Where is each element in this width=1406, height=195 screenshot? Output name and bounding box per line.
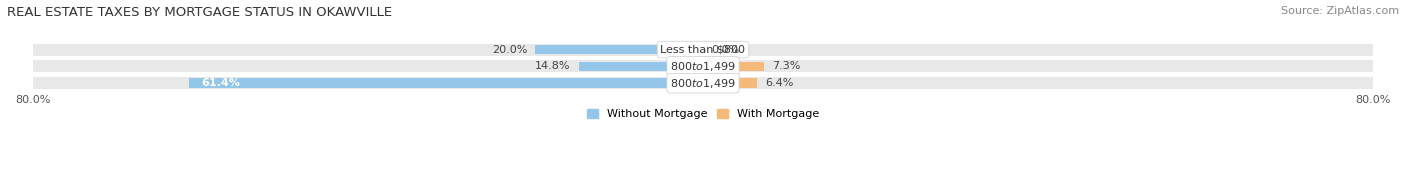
Text: REAL ESTATE TAXES BY MORTGAGE STATUS IN OKAWVILLE: REAL ESTATE TAXES BY MORTGAGE STATUS IN … [7,6,392,19]
Bar [188,78,703,88]
Text: 6.4%: 6.4% [765,78,793,88]
Text: $800 to $1,499: $800 to $1,499 [671,77,735,90]
Text: Source: ZipAtlas.com: Source: ZipAtlas.com [1281,6,1399,16]
Bar [703,62,765,71]
Legend: Without Mortgage, With Mortgage: Without Mortgage, With Mortgage [588,109,818,119]
Text: 0.0%: 0.0% [711,45,740,55]
Text: 14.8%: 14.8% [536,61,571,71]
Bar [703,78,756,88]
Bar [536,45,703,54]
Text: $800 to $1,499: $800 to $1,499 [671,60,735,73]
Text: 20.0%: 20.0% [492,45,527,55]
Text: 7.3%: 7.3% [772,61,801,71]
Text: 61.4%: 61.4% [201,78,240,88]
Bar [32,77,1374,89]
Bar [32,60,1374,73]
Bar [579,62,703,71]
Bar [32,43,1374,56]
Text: Less than $800: Less than $800 [661,45,745,55]
